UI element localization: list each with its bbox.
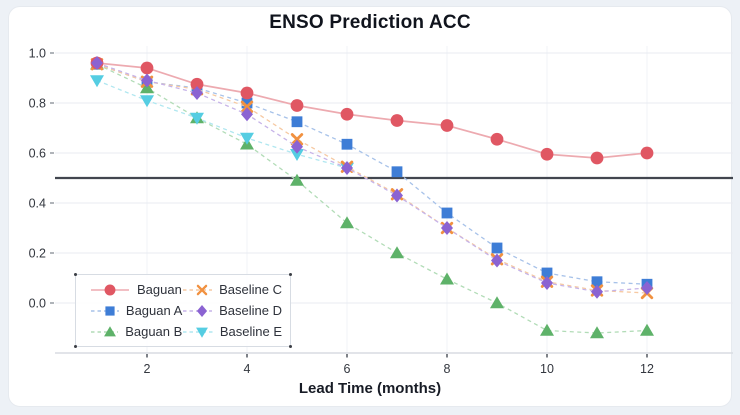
legend-label: Baseline D xyxy=(219,303,282,318)
series-baseline-e xyxy=(90,75,354,175)
legend-item-baguan-a: Baguan A xyxy=(90,303,182,319)
legend-label: Baseline E xyxy=(219,324,282,339)
chart-legend: Baguan Baguan A Baguan B Baseline C Baseline… xyxy=(74,273,292,348)
legend-marker-triangle-down-icon xyxy=(183,327,213,338)
y-tick-label: 1.0 xyxy=(29,47,46,61)
legend-marker-diamond-icon xyxy=(183,304,213,317)
legend-item-baguan: Baguan xyxy=(90,282,182,298)
legend-marker-triangle-up-icon xyxy=(91,325,119,336)
chart-title: ENSO Prediction ACC xyxy=(269,12,471,33)
y-tick-label: 0.0 xyxy=(29,297,46,311)
x-tick-label: 8 xyxy=(444,362,451,376)
legend-label: Baseline C xyxy=(219,282,282,297)
y-tick-label: 0.4 xyxy=(29,197,46,211)
x-tick-label: 6 xyxy=(344,362,351,376)
legend-label: Baguan xyxy=(137,282,182,297)
legend-item-baseline-d: Baseline D xyxy=(182,303,282,319)
x-axis xyxy=(50,52,733,358)
legend-corner-dot xyxy=(74,273,77,276)
x-axis-title: Lead Time (months) xyxy=(298,380,442,397)
legend-corner-dot xyxy=(289,273,292,276)
y-tick-label: 0.8 xyxy=(29,97,46,111)
legend-item-baseline-e: Baseline E xyxy=(182,324,282,340)
legend-marker-square-icon xyxy=(91,305,119,316)
x-tick-label: 10 xyxy=(540,362,554,376)
legend-marker-x-icon xyxy=(183,284,213,295)
legend-label: Baguan A xyxy=(125,303,183,318)
x-tick-label: 12 xyxy=(640,362,654,376)
axis-tick-labels: 2 4 6 8 10 12 0.0 0.2 0.4 0.6 0.8 1.0 xyxy=(29,47,654,377)
legend-corner-dot xyxy=(289,345,292,348)
legend-label: Baguan B xyxy=(125,324,183,339)
y-tick-label: 0.2 xyxy=(29,247,46,261)
y-tick-label: 0.6 xyxy=(29,147,46,161)
x-tick-label: 2 xyxy=(144,362,151,376)
legend-item-baguan-b: Baguan B xyxy=(90,324,182,340)
series-baseline-d xyxy=(91,56,653,299)
legend-item-baseline-c: Baseline C xyxy=(182,282,282,298)
legend-marker-circle-icon xyxy=(91,284,129,295)
series-baguan-a xyxy=(91,58,653,290)
x-tick-label: 4 xyxy=(244,362,251,376)
legend-corner-dot xyxy=(74,345,77,348)
